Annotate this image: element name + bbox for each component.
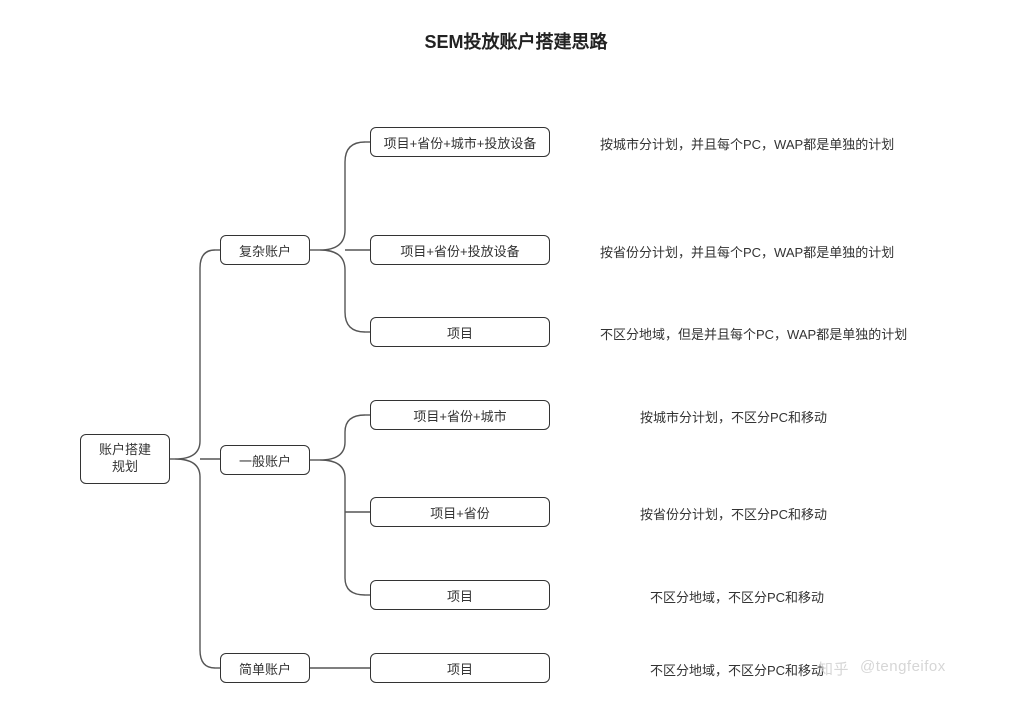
node-s1: 项目 xyxy=(370,653,550,683)
desc-g2: 按省份分计划，不区分PC和移动 xyxy=(640,504,827,523)
desc-c1: 按城市分计划，并且每个PC，WAP都是单独的计划 xyxy=(600,134,894,153)
node-label: 项目 xyxy=(447,323,473,342)
node-label: 项目+省份 xyxy=(430,503,490,522)
node-root-line2: 规划 xyxy=(112,459,138,476)
node-g2: 项目+省份 xyxy=(370,497,550,527)
watermark-zhihu: 知乎 xyxy=(818,658,849,679)
node-label: 项目+省份+城市 xyxy=(413,406,506,425)
node-label: 项目 xyxy=(447,659,473,678)
node-label: 项目+省份+投放设备 xyxy=(400,241,519,260)
node-general: 一般账户 xyxy=(220,445,310,475)
desc-c3: 不区分地域，但是并且每个PC，WAP都是单独的计划 xyxy=(600,324,907,343)
desc-g3: 不区分地域，不区分PC和移动 xyxy=(650,587,824,606)
watermark-author: @tengfeifox xyxy=(860,658,946,675)
desc-g1: 按城市分计划，不区分PC和移动 xyxy=(640,407,827,426)
node-label: 简单账户 xyxy=(239,659,291,678)
node-c1: 项目+省份+城市+投放设备 xyxy=(370,127,550,157)
desc-s1: 不区分地域，不区分PC和移动 xyxy=(650,660,824,679)
node-label: 一般账户 xyxy=(239,451,291,470)
node-g3: 项目 xyxy=(370,580,550,610)
node-label: 项目+省份+城市+投放设备 xyxy=(384,133,537,152)
diagram-title: SEM投放账户搭建思路 xyxy=(0,28,1032,54)
node-complex: 复杂账户 xyxy=(220,235,310,265)
node-label: 项目 xyxy=(447,586,473,605)
node-c3: 项目 xyxy=(370,317,550,347)
node-g1: 项目+省份+城市 xyxy=(370,400,550,430)
node-root: 账户搭建 规划 xyxy=(80,434,170,484)
node-c2: 项目+省份+投放设备 xyxy=(370,235,550,265)
node-simple: 简单账户 xyxy=(220,653,310,683)
node-label: 复杂账户 xyxy=(239,241,291,260)
desc-c2: 按省份分计划，并且每个PC，WAP都是单独的计划 xyxy=(600,242,894,261)
node-root-line1: 账户搭建 xyxy=(99,442,151,459)
